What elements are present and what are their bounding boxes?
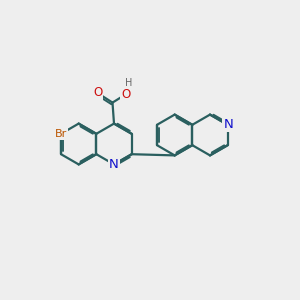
Text: Br: Br: [55, 129, 67, 139]
Text: O: O: [93, 86, 102, 100]
Text: H: H: [125, 78, 133, 88]
Text: N: N: [224, 118, 233, 131]
Text: O: O: [122, 88, 130, 101]
Text: N: N: [109, 158, 119, 171]
